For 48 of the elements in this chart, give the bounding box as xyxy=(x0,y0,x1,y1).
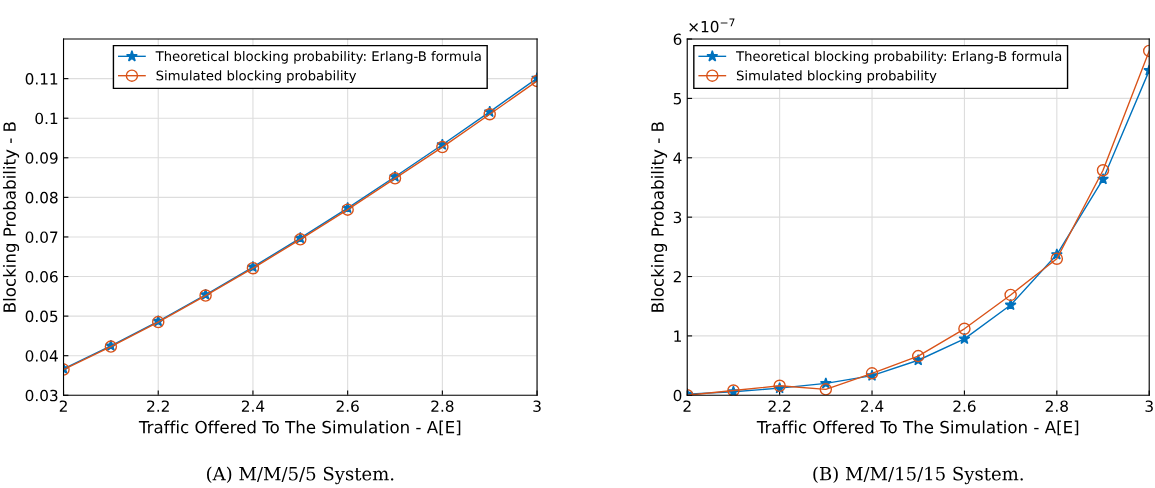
point xyxy=(1050,252,1064,265)
y-tick-label: 4 xyxy=(673,152,682,164)
y-axis-title: Blocking Probability - B xyxy=(650,122,668,312)
point xyxy=(1004,288,1017,302)
y-tick-label: 3 xyxy=(673,211,682,224)
y-tick-label: 0.03 xyxy=(25,389,58,402)
y-tick-label: 2 xyxy=(673,271,681,283)
y-tick-label: 0.11 xyxy=(25,73,58,85)
x-tick-label: 2.6 xyxy=(953,400,976,412)
x-tick-label: 3 xyxy=(533,400,541,412)
point xyxy=(958,332,971,345)
point xyxy=(436,140,449,154)
x-tick-label: 2 xyxy=(59,400,67,412)
x-tick-label: 2.6 xyxy=(336,400,359,412)
y-tick-label: 0.07 xyxy=(25,231,58,243)
point xyxy=(958,322,971,336)
x-tick-label: 2 xyxy=(683,400,691,412)
y-axis-title: Blocking Probability - B xyxy=(2,122,20,312)
x-axis-title: Traffic Offered To The Simulation - A[E] xyxy=(138,420,461,436)
point xyxy=(1096,164,1110,177)
y-tick-label: 0.05 xyxy=(25,310,58,323)
point xyxy=(1097,172,1110,185)
legend-label: Theoretical blocking probability: Erlang-B formula xyxy=(155,50,481,64)
x-axis-title: Traffic Offered To The Simulation - A[E] xyxy=(756,420,1079,436)
point xyxy=(911,349,925,363)
y-tick-label: 0.04 xyxy=(25,350,58,362)
y-tick-label: 6 xyxy=(673,33,682,46)
y-tick-label: 0.08 xyxy=(25,191,58,204)
legend-label: Theoretical blocking probability: Erlang-B formula xyxy=(736,50,1062,64)
x-tick-label: 2.2 xyxy=(768,400,791,412)
x-tick-label: 2.8 xyxy=(1045,400,1068,412)
text: ×10$^{−7}$ xyxy=(689,18,735,33)
y-tick-label: 1 xyxy=(674,330,681,342)
text: (A) M/M/5/5 System. xyxy=(207,466,394,485)
y-tick-label: 0.09 xyxy=(25,152,58,164)
text: (B) M/M/15/15 System. xyxy=(813,466,1023,485)
x-tick-label: 2.4 xyxy=(861,400,884,412)
y-tick-label: 5 xyxy=(673,93,682,105)
x-tick-label: 2.8 xyxy=(431,400,454,412)
y-tick-label: 0.1 xyxy=(35,112,58,125)
point xyxy=(819,383,833,396)
y-tick-label: 0.06 xyxy=(25,271,58,283)
legend-label: Simulated blocking probability xyxy=(736,70,937,84)
x-tick-label: 2.2 xyxy=(147,400,169,412)
x-tick-label: 3 xyxy=(1145,400,1153,412)
y-tick-label: 0 xyxy=(673,389,682,402)
x-tick-label: 2.4 xyxy=(241,400,265,412)
legend-label: Simulated blocking probability xyxy=(156,70,357,84)
